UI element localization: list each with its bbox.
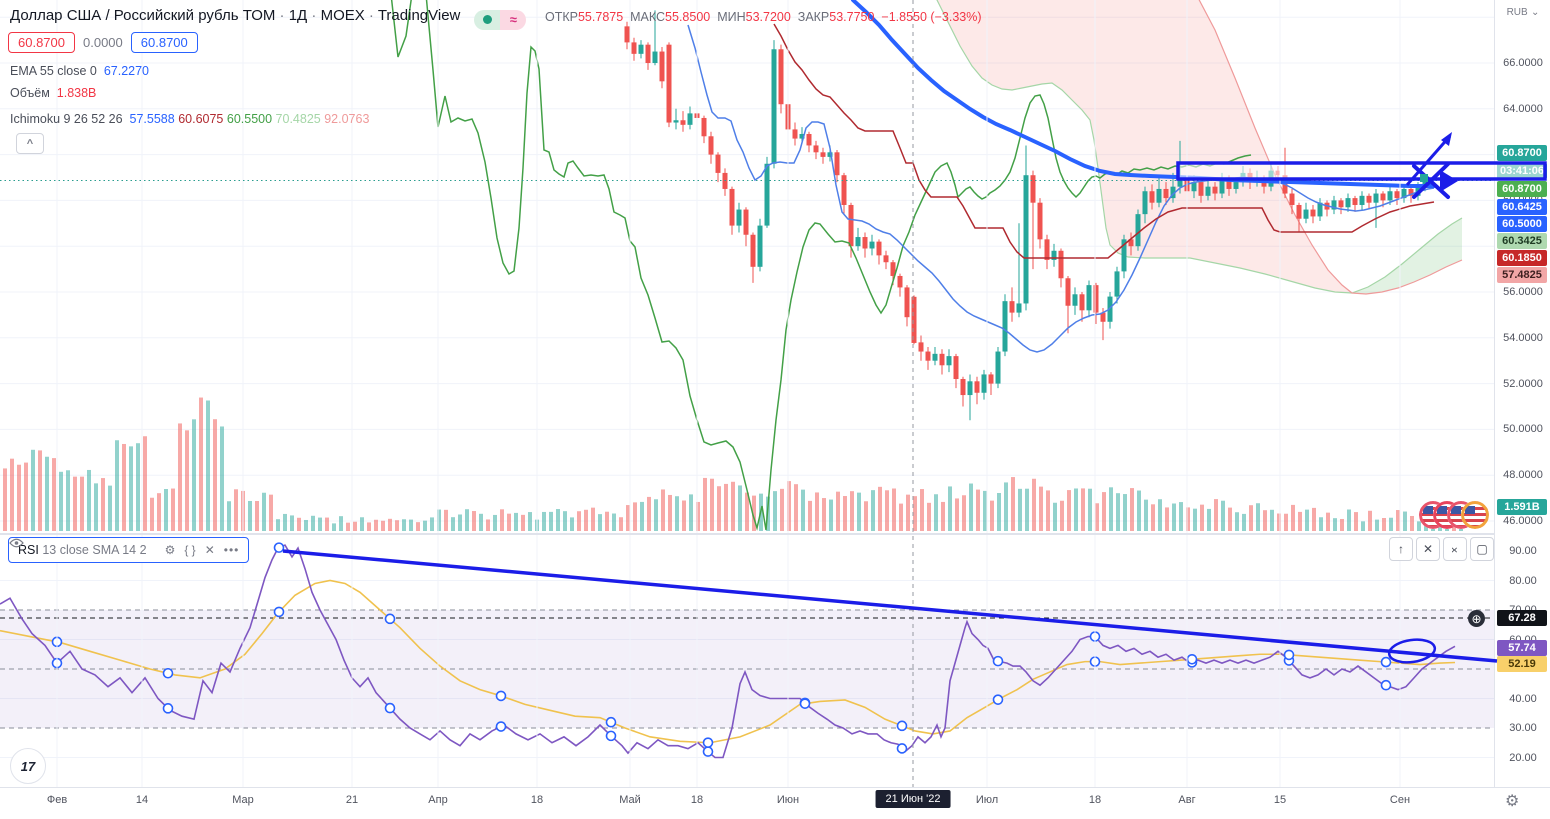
ema-value: 67.2270 <box>103 64 149 78</box>
tradingview-logo[interactable]: 17 <box>10 748 46 784</box>
more-options-icon[interactable]: ••• <box>223 543 240 557</box>
axis-price-label: 57.74 <box>1497 640 1547 656</box>
buy-price-chip[interactable]: 60.8700 <box>130 32 198 53</box>
ohlc-row: ОТКР55.7875 МАКС55.8500 МИН53.7200 ЗАКР5… <box>545 10 982 24</box>
time-tick: 18 <box>690 794 704 806</box>
price-tick: 56.0000 <box>1503 286 1543 298</box>
rsi-tick: 20.00 <box>1509 751 1537 764</box>
pane-collapse-button[interactable]: ›‹ <box>1443 537 1467 561</box>
axis-price-label: 67.28 <box>1497 610 1547 626</box>
market-open-dot-icon <box>474 9 501 30</box>
legend-collapse-button[interactable]: ^ <box>16 133 44 154</box>
legend-volume-row[interactable]: Объём 1.838B <box>10 86 97 100</box>
axis-price-label: 60.1850 <box>1497 250 1547 266</box>
approx-badge-icon: ≈ <box>500 9 527 30</box>
time-tick: Апр <box>428 794 448 806</box>
price-axis[interactable]: RUB ⌄ 66.000064.000062.000060.000058.000… <box>1494 0 1550 787</box>
time-axis[interactable]: ⚙ Фев 14 Мар 21 Апр 18 Май 18 Июн Июл 18 Авг 15 Сен 21… <box>0 787 1550 819</box>
exchange-label: MOEX <box>320 7 365 24</box>
pane-maximize-button[interactable]: ▢ <box>1470 537 1494 561</box>
currency-selector[interactable]: RUB ⌄ <box>1495 4 1550 18</box>
open-value: 55.7875 <box>577 10 624 24</box>
time-tick: 18 <box>530 794 544 806</box>
axis-price-label: 57.4825 <box>1497 267 1547 283</box>
price-tick: 50.0000 <box>1503 423 1543 436</box>
time-tick: 18 <box>1088 794 1102 806</box>
price-tick: 64.0000 <box>1503 102 1543 115</box>
axis-price-label: 52.19 <box>1497 656 1547 672</box>
time-tick: Мар <box>232 794 254 806</box>
change-value: −1.8550 (−3.33%) <box>881 10 982 24</box>
axis-price-label: 60.6425 <box>1497 199 1547 215</box>
time-tick: 21 <box>345 794 359 806</box>
vendor-label: TradingView <box>377 7 461 24</box>
price-chips-row: 60.8700 0.0000 60.8700 <box>8 32 198 53</box>
time-tick: Июн <box>776 794 800 806</box>
price-tick: 54.0000 <box>1503 331 1543 344</box>
pane-move-up-button[interactable]: ↑ <box>1389 537 1413 561</box>
rsi-indicator-header[interactable]: RSI 13 close SMA 14 2 ⚙ { } ✕ ••• <box>8 537 250 563</box>
pane-close-button[interactable]: ✕ <box>1416 537 1440 561</box>
axis-settings-gear-icon[interactable]: ⚙ <box>1505 793 1520 810</box>
low-value: 53.7200 <box>745 10 791 24</box>
time-tick: 15 <box>1273 794 1287 806</box>
currency-label: RUB <box>1506 7 1528 18</box>
rsi-pane-controls: ↑ ✕ ›‹ ▢ <box>1389 537 1494 561</box>
time-tick: Авг <box>1178 794 1196 806</box>
price-tick: 46.0000 <box>1503 515 1543 527</box>
economic-event-flags[interactable] <box>1419 501 1489 529</box>
axis-price-label: 1.591B <box>1497 499 1547 515</box>
axis-price-label: 60.8700 <box>1497 145 1547 161</box>
crosshair-date-badge: 21 Июн '22 <box>875 790 951 808</box>
price-tick: 66.0000 <box>1503 57 1543 69</box>
market-status-pill[interactable]: ≈ <box>474 9 527 30</box>
rsi-tick: 40.00 <box>1509 692 1537 705</box>
time-tick: Май <box>619 794 641 806</box>
price-tick: 48.0000 <box>1503 469 1543 482</box>
remove-indicator-icon[interactable]: ✕ <box>204 543 215 557</box>
axis-price-label: 60.3425 <box>1497 233 1547 249</box>
rsi-tick: 30.00 <box>1509 722 1537 734</box>
time-tick: Сен <box>1389 794 1411 806</box>
chevron-down-icon: ⌄ <box>1531 7 1540 18</box>
rsi-tick: 90.00 <box>1509 545 1537 557</box>
symbol-title-row[interactable]: Доллар США / Российский рубль ТОМ · 1Д ·… <box>10 7 527 30</box>
axis-price-label: 60.5000 <box>1497 216 1547 232</box>
rsi-name: RSI <box>18 543 39 557</box>
rsi-tick: 80.00 <box>1509 574 1537 587</box>
source-code-braces-icon[interactable]: { } <box>184 543 196 557</box>
high-value: 55.8500 <box>665 10 711 24</box>
axis-price-label: 60.8700 <box>1497 181 1547 197</box>
rsi-params: 13 close SMA 14 2 <box>42 543 147 557</box>
spread-value: 0.0000 <box>83 35 123 50</box>
close-value: 53.7750 <box>829 10 875 24</box>
volume-value: 1.838B <box>56 86 97 100</box>
symbol-title[interactable]: Доллар США / Российский рубль ТОМ <box>10 7 276 24</box>
axis-price-label: 03:41:06 <box>1497 163 1547 179</box>
sell-price-chip[interactable]: 60.8700 <box>8 32 75 53</box>
time-tick: Июл <box>975 794 999 806</box>
time-tick: 14 <box>135 794 149 806</box>
legend-ichimoku-row[interactable]: Ichimoku 9 26 52 26 57.5588 60.6075 60.5… <box>10 112 370 126</box>
time-tick: Фев <box>46 794 68 806</box>
legend-ema-row[interactable]: EMA 55 close 0 67.2270 <box>10 64 149 78</box>
us-flag-event-icon[interactable] <box>1461 501 1489 529</box>
interval-label[interactable]: 1Д <box>288 7 308 24</box>
add-alert-plus-icon[interactable]: ⊕ <box>1468 610 1485 627</box>
price-tick: 52.0000 <box>1503 377 1543 390</box>
settings-gear-icon[interactable]: ⚙ <box>164 543 176 557</box>
